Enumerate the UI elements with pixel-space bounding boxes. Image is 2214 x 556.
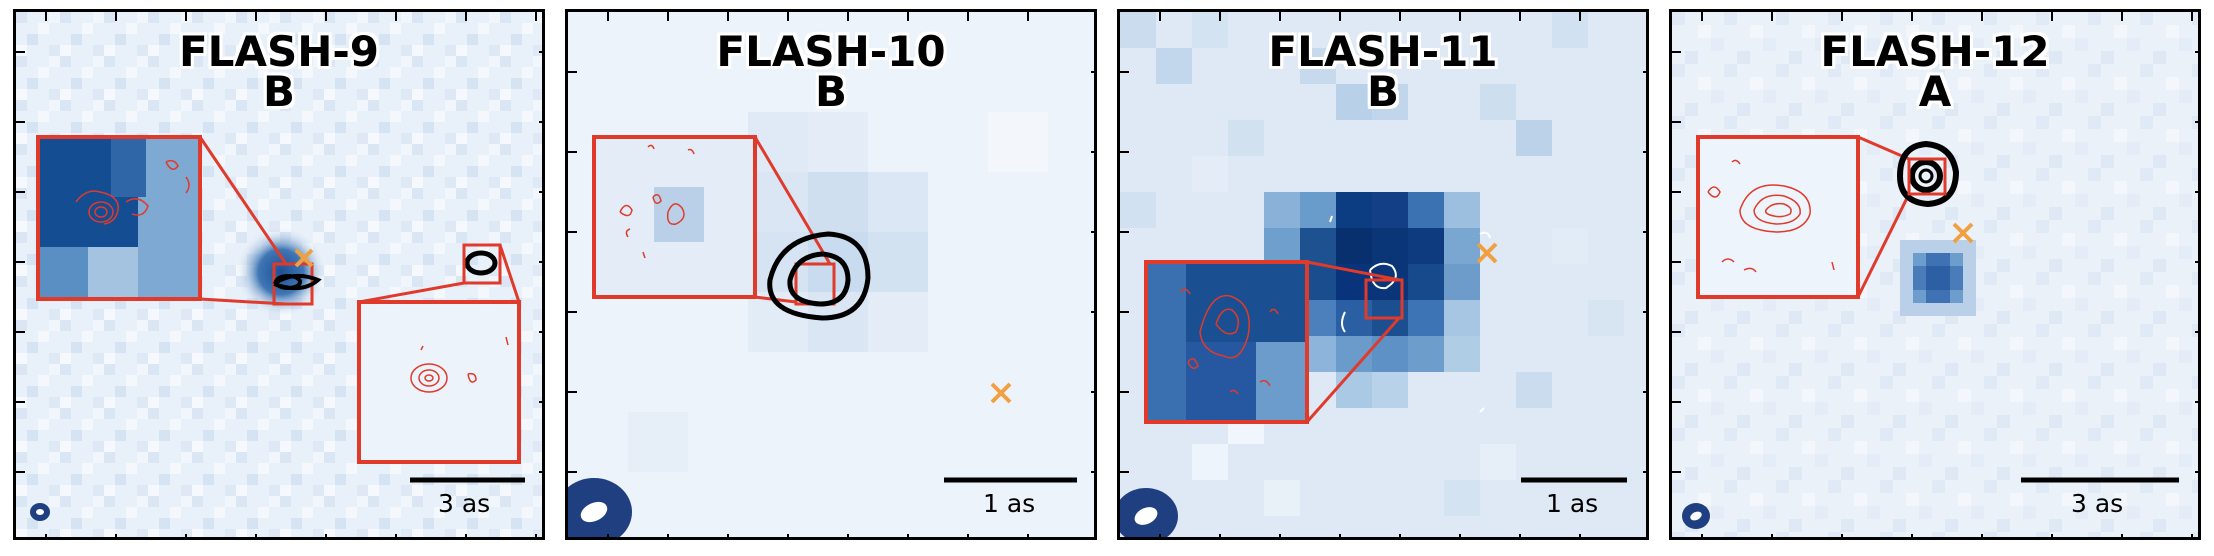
beam-ellipse-icon: [30, 503, 50, 521]
source-name: FLASH-12: [1820, 27, 2050, 76]
scale-bar-label: 3 as: [2071, 489, 2124, 518]
beam-ellipse-icon: [1120, 488, 1178, 537]
panel-flash-10: FLASH-10 B 1 as: [565, 9, 1097, 540]
inset-contours: [619, 144, 695, 259]
inset-contours: [1179, 288, 1279, 395]
source-name: FLASH-11: [1268, 27, 1498, 76]
axis-ticks: [1120, 12, 1646, 537]
inset-zoom: [1696, 135, 1860, 299]
beam-ellipse-icon: [568, 478, 632, 537]
flash-9-image: [16, 12, 542, 537]
axis-ticks: [1672, 12, 2198, 537]
inset-contours: [75, 159, 190, 225]
inset-zoom: [592, 135, 757, 299]
radio-contours: [272, 273, 322, 291]
beam-ellipse-icon: [1682, 503, 1710, 529]
panel-flash-12: FLASH-12 A 3 as: [1669, 9, 2201, 540]
x-marker-icon: [1476, 242, 1498, 264]
inset-contours: [1707, 159, 1835, 273]
panel-title: FLASH-12 A: [1672, 27, 2198, 116]
inset-zoom-left: [36, 135, 202, 301]
zoom-region-box: [1907, 157, 1947, 196]
inset-contours: [410, 336, 509, 393]
axis-ticks: [568, 12, 1094, 537]
panel-flash-11: FLASH-11 B 1 as: [1117, 9, 1649, 540]
component-label: A: [1918, 67, 1952, 116]
flash-11-image: [1120, 12, 1646, 537]
scale-bar-label: 1 as: [983, 489, 1036, 518]
radio-contours: [767, 231, 871, 321]
scale-bar-label: 3 as: [438, 489, 491, 518]
pixel-grid: [628, 112, 1048, 472]
source-name: FLASH-10: [716, 27, 946, 76]
pixel-grid: [1120, 12, 1624, 516]
x-marker-icon: [294, 248, 314, 268]
radio-contours: [1896, 140, 1960, 208]
zoom-region-box: [1364, 278, 1404, 320]
source-emission: [1900, 240, 1976, 316]
panel-title: FLASH-11 B: [1120, 27, 1646, 116]
panel-title: FLASH-10 B: [568, 27, 1094, 116]
source-name: FLASH-9: [178, 27, 379, 76]
component-label: B: [1366, 67, 1399, 116]
x-marker-icon: [990, 382, 1012, 404]
white-contours: [1329, 215, 1491, 413]
flash-12-image: [1672, 12, 2198, 537]
panel-flash-9: FLASH-9 B 3 as: [13, 9, 545, 540]
component-label: B: [814, 67, 847, 116]
inset-zoom-right: [357, 300, 521, 464]
x-marker-icon: [1952, 222, 1974, 244]
inset-zoom: [1144, 260, 1309, 424]
radio-contours-secondary: [464, 250, 498, 276]
scale-bar-label: 1 as: [1546, 489, 1599, 518]
panel-title: FLASH-9 B: [16, 27, 542, 116]
flash-10-image: [568, 12, 1094, 537]
component-label: B: [262, 67, 295, 116]
axis-ticks: [16, 12, 542, 537]
